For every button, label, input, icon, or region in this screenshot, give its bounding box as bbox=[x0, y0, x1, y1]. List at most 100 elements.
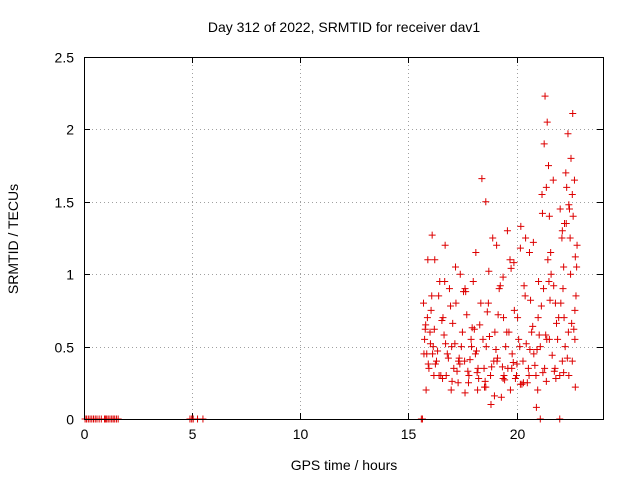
data-point bbox=[550, 282, 558, 290]
data-point bbox=[556, 372, 564, 380]
data-point bbox=[557, 299, 565, 307]
data-point bbox=[524, 364, 532, 372]
data-point bbox=[547, 248, 555, 256]
data-point bbox=[456, 270, 464, 278]
data-point bbox=[549, 176, 557, 184]
data-point bbox=[546, 296, 554, 304]
data-point bbox=[431, 360, 439, 368]
y-tick-label: 0 bbox=[66, 412, 74, 428]
y-tick-label: 1 bbox=[66, 267, 74, 283]
data-point bbox=[535, 277, 543, 285]
data-point bbox=[464, 379, 472, 387]
data-point bbox=[545, 212, 553, 220]
data-point bbox=[485, 332, 493, 340]
data-point bbox=[513, 360, 521, 368]
data-point bbox=[564, 328, 572, 336]
data-point bbox=[563, 183, 571, 191]
data-point bbox=[552, 374, 560, 382]
data-point bbox=[456, 360, 464, 368]
data-point bbox=[491, 328, 499, 336]
data-point bbox=[542, 377, 550, 385]
data-point bbox=[458, 328, 466, 336]
data-point bbox=[454, 379, 462, 387]
data-point bbox=[457, 343, 465, 351]
data-point bbox=[519, 379, 527, 387]
data-point bbox=[430, 325, 438, 333]
data-point bbox=[467, 335, 475, 343]
data-point bbox=[562, 169, 570, 177]
data-point bbox=[558, 234, 566, 242]
data-point bbox=[531, 361, 539, 369]
data-point bbox=[452, 299, 460, 307]
data-point bbox=[571, 306, 579, 314]
data-point bbox=[558, 357, 566, 365]
x-tick-label: 20 bbox=[510, 426, 526, 442]
data-point bbox=[482, 383, 490, 391]
data-point bbox=[572, 292, 580, 300]
data-point bbox=[506, 256, 514, 264]
data-point bbox=[422, 386, 430, 394]
data-point bbox=[421, 335, 429, 343]
data-point bbox=[499, 374, 507, 382]
data-point bbox=[550, 367, 558, 375]
data-point bbox=[551, 364, 559, 372]
data-point bbox=[540, 140, 548, 148]
data-point bbox=[426, 328, 434, 336]
data-point bbox=[529, 238, 537, 246]
data-point bbox=[566, 234, 574, 242]
data-point bbox=[561, 343, 569, 351]
data-point bbox=[568, 319, 576, 327]
data-point bbox=[538, 209, 546, 217]
data-point bbox=[435, 292, 443, 300]
data-point bbox=[502, 343, 510, 351]
plot-frame bbox=[84, 57, 604, 420]
data-point bbox=[534, 314, 542, 322]
data-point bbox=[530, 350, 538, 358]
data-point bbox=[559, 285, 567, 293]
data-point bbox=[448, 377, 456, 385]
data-point bbox=[487, 372, 495, 380]
data-point bbox=[525, 372, 533, 380]
data-point bbox=[423, 314, 431, 322]
data-point bbox=[490, 357, 498, 365]
data-point bbox=[461, 357, 469, 365]
data-point bbox=[545, 162, 553, 170]
data-point bbox=[540, 285, 548, 293]
data-point bbox=[569, 212, 577, 220]
data-point bbox=[544, 256, 552, 264]
data-point bbox=[565, 205, 573, 213]
data-point bbox=[538, 191, 546, 199]
data-point bbox=[494, 311, 502, 319]
data-point bbox=[439, 314, 447, 322]
data-points bbox=[81, 92, 581, 423]
data-point bbox=[507, 264, 515, 272]
y-axis-label: SRMTID / TECUs bbox=[5, 184, 21, 294]
data-point bbox=[529, 322, 537, 330]
data-point bbox=[532, 403, 540, 411]
data-point bbox=[503, 328, 511, 336]
x-tick-label: 10 bbox=[293, 426, 309, 442]
data-point bbox=[573, 263, 581, 271]
data-point bbox=[532, 372, 540, 380]
data-point bbox=[441, 241, 449, 249]
data-point bbox=[509, 359, 517, 367]
data-point bbox=[519, 357, 527, 365]
data-point bbox=[571, 383, 579, 391]
data-point bbox=[461, 285, 469, 293]
data-point bbox=[461, 389, 469, 397]
data-point bbox=[469, 277, 477, 285]
data-point bbox=[565, 372, 573, 380]
data-point bbox=[442, 340, 450, 348]
data-point bbox=[473, 369, 481, 377]
data-point bbox=[547, 270, 555, 278]
data-point bbox=[564, 130, 572, 138]
data-point bbox=[496, 282, 504, 290]
data-point bbox=[501, 376, 509, 384]
data-point bbox=[439, 374, 447, 382]
data-point bbox=[571, 335, 579, 343]
data-point bbox=[571, 253, 579, 261]
data-point bbox=[514, 314, 522, 322]
data-point bbox=[472, 248, 480, 256]
data-point bbox=[542, 183, 550, 191]
